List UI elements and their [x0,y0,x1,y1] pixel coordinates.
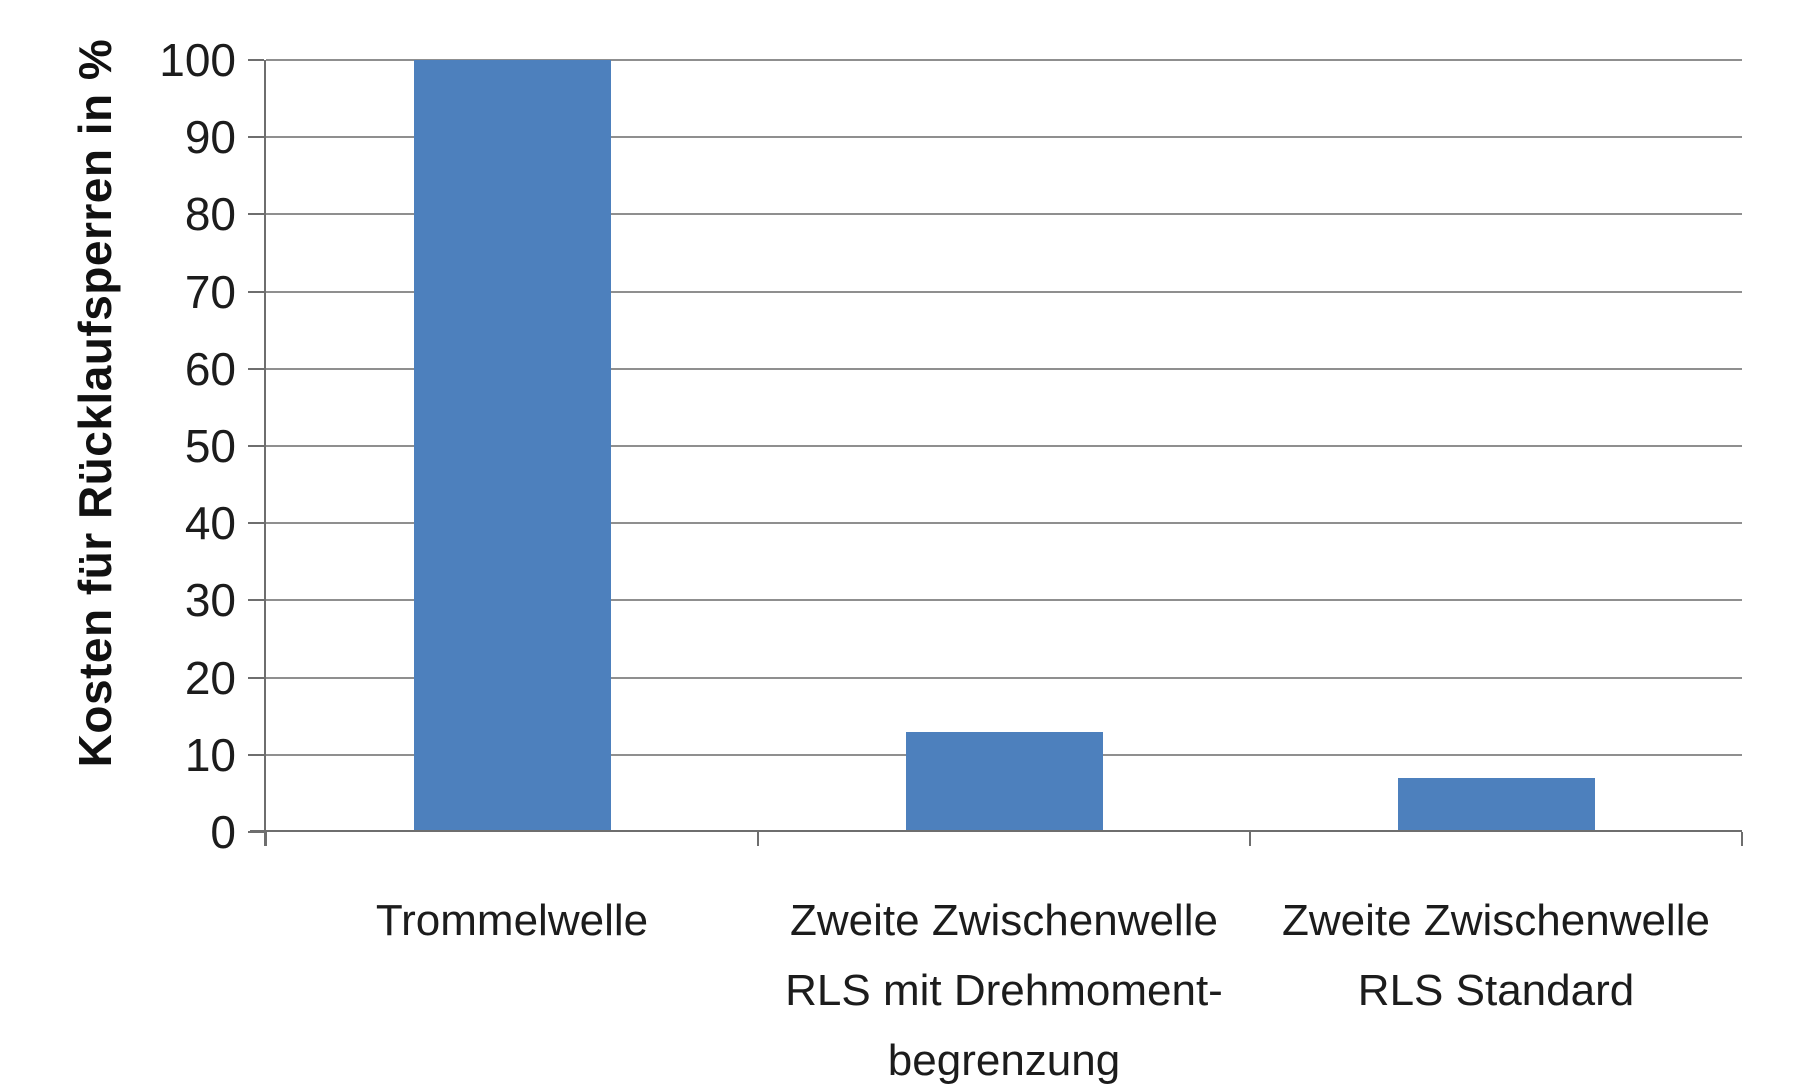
gridline [266,445,1742,447]
category-label: Trommelwelle [375,896,649,945]
x-axis-tick [1741,832,1743,846]
y-axis-tick [248,599,264,602]
y-axis-tick [248,753,264,756]
y-tick-label: 80 [184,188,236,241]
y-tick-label: 50 [184,420,236,472]
gridline [266,676,1742,679]
gridline [266,59,1742,61]
bar [906,732,1103,832]
gridline [266,213,1742,216]
y-tick-label: 30 [184,574,236,627]
y-tick-label: 60 [184,342,236,395]
y-axis-line [264,60,266,846]
category-label: Zweite Zwischenwelle RLS Standard [1282,896,1710,1015]
x-axis-line [250,830,1742,832]
y-tick-label: 0 [210,806,236,858]
y-tick-label: 70 [184,265,236,318]
y-tick-label: 100 [159,34,236,86]
x-axis-tick [265,832,267,846]
y-tick-label: 40 [184,497,236,550]
y-axis-tick [248,290,264,293]
y-axis-tick [248,136,264,139]
gridline [266,290,1742,293]
y-axis-tick [248,213,264,216]
bar [414,60,611,832]
gridline [266,367,1742,370]
y-axis-tick [248,831,264,833]
y-tick-label: 20 [184,651,236,704]
x-axis-tick [1249,832,1251,846]
gridline [266,136,1742,139]
y-axis-tick [248,59,264,61]
gridline [266,599,1742,602]
y-axis-tick [248,445,264,447]
y-tick-label: 90 [184,111,236,164]
gridline [266,522,1742,525]
plot-area [266,59,1742,832]
category-label: Zweite Zwischenwelle RLS mit Drehmoment-… [785,896,1223,1085]
y-axis-tick [248,522,264,525]
y-axis-tick [248,676,264,679]
y-tick-label: 10 [184,728,236,781]
x-axis-tick [757,832,759,846]
y-axis-tick [248,367,264,370]
bar [1398,778,1595,832]
